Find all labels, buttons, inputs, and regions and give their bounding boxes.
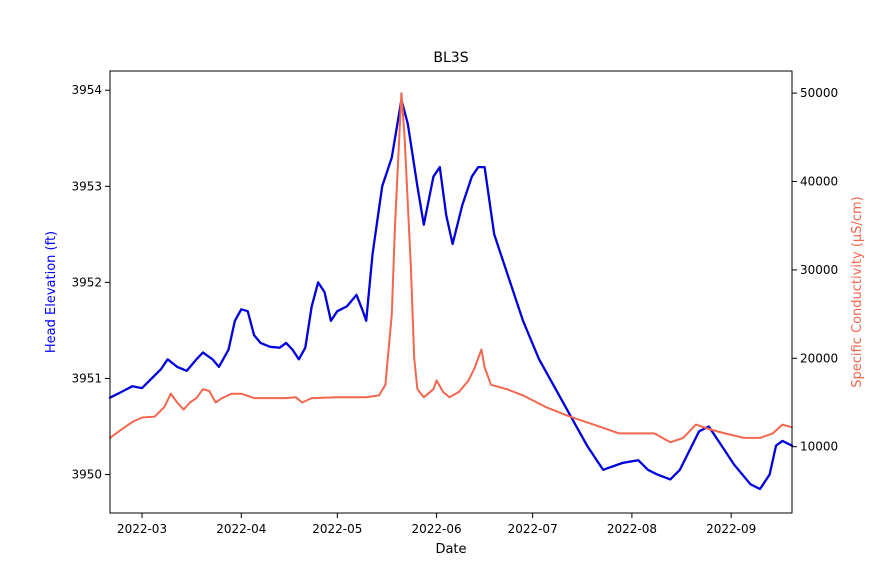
x-tick-label: 2022-04: [216, 522, 266, 536]
left-y-axis-label: Head Elevation (ft): [44, 231, 59, 353]
chart-title: BL3S: [433, 50, 468, 66]
right-y-tick-label: 30000: [800, 263, 838, 277]
left-y-tick-label: 3951: [71, 371, 102, 385]
plot-area: [108, 70, 794, 514]
x-tick-label: 2022-03: [117, 522, 167, 536]
left-y-tick-label: 3950: [71, 468, 102, 482]
x-axis: 2022-03 2022-04 2022-05 2022-06 2022-07 2022-…: [117, 513, 756, 536]
plot-frame: [109, 70, 793, 514]
x-tick-label: 2022-07: [508, 522, 558, 536]
right-y-axis-label: Specific Conductivity (µS/cm): [850, 196, 865, 387]
right-y-axis: 10000 20000 30000 40000 50000: [792, 86, 838, 454]
right-y-tick-label: 20000: [800, 351, 838, 365]
right-y-tick-label: 10000: [800, 440, 838, 454]
specific-conductivity-series-line: [109, 92, 793, 444]
left-y-tick-label: 3952: [71, 275, 102, 289]
x-tick-label: 2022-09: [706, 522, 756, 536]
x-tick-label: 2022-08: [607, 522, 657, 536]
right-y-tick-label: 50000: [800, 86, 838, 100]
x-axis-label: Date: [435, 542, 466, 557]
head-elevation-series-line: [108, 98, 794, 491]
left-y-tick-label: 3954: [71, 83, 102, 97]
x-tick-label: 2022-05: [312, 522, 362, 536]
right-y-tick-label: 40000: [800, 175, 838, 189]
x-tick-label: 2022-06: [412, 522, 462, 536]
left-y-tick-label: 3953: [71, 179, 102, 193]
left-y-axis: 3950 3951 3952 3953 3954: [71, 83, 110, 482]
